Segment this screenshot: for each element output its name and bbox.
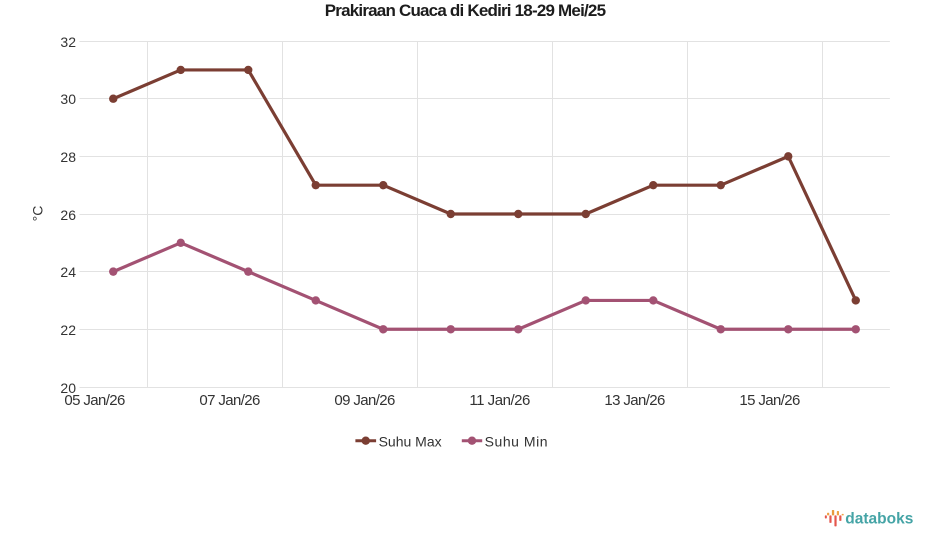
svg-text:28: 28: [60, 149, 76, 165]
svg-text:05 Jan/26: 05 Jan/26: [64, 392, 125, 409]
svg-text:databoks: databoks: [845, 511, 913, 528]
svg-text:22: 22: [60, 322, 76, 338]
svg-text:13 Jan/26: 13 Jan/26: [604, 392, 665, 409]
svg-text:30: 30: [60, 91, 76, 107]
svg-text:09 Jan/26: 09 Jan/26: [334, 392, 395, 409]
svg-text:11 Jan/26: 11 Jan/26: [469, 392, 530, 409]
svg-text:Prakiraan Cuaca di Kediri 18-2: Prakiraan Cuaca di Kediri 18-29 Mei/25: [325, 1, 606, 20]
svg-text:32: 32: [60, 34, 76, 50]
svg-text:15 Jan/26: 15 Jan/26: [739, 392, 800, 409]
svg-text:20: 20: [60, 380, 76, 396]
svg-text:Suhu Min: Suhu Min: [485, 434, 549, 450]
svg-text:°C: °C: [29, 206, 45, 222]
svg-text:26: 26: [60, 207, 76, 223]
svg-text:Suhu Max: Suhu Max: [379, 434, 442, 450]
svg-text:07 Jan/26: 07 Jan/26: [199, 392, 260, 409]
svg-text:24: 24: [60, 264, 76, 280]
